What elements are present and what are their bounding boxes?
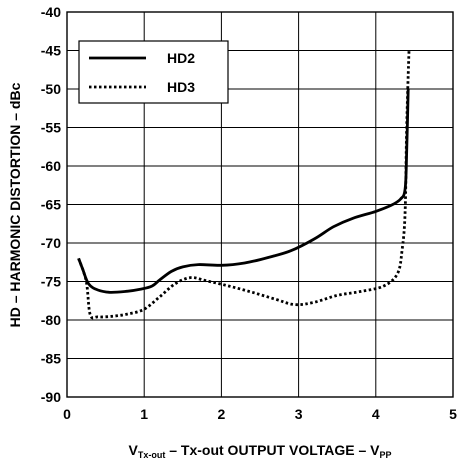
tick-labels: 0 1 2 3 4 5 -40 -45 -50 -55 -60 -65 -70 -75 -80 -85 -90 bbox=[41, 4, 457, 422]
y-tick-label: -60 bbox=[41, 158, 61, 174]
y-tick-label: -75 bbox=[41, 274, 61, 290]
x-axis-title-prefix: V bbox=[128, 442, 138, 458]
legend-label-hd3: HD3 bbox=[167, 79, 195, 95]
plot-frame bbox=[66, 11, 454, 398]
y-tick-label: -40 bbox=[41, 4, 61, 20]
x-tick-label: 5 bbox=[449, 406, 457, 422]
series-line-hd3 bbox=[77, 50, 411, 320]
legend-box bbox=[78, 40, 229, 104]
x-tick-label: 3 bbox=[295, 406, 303, 422]
x-tick-label: 1 bbox=[140, 406, 148, 422]
legend-label-hd2: HD2 bbox=[167, 50, 195, 66]
x-axis-title-middle: – Tx-out OUTPUT VOLTAGE – V bbox=[165, 442, 380, 458]
y-tick-label: -80 bbox=[41, 312, 61, 328]
y-tick-label: -85 bbox=[41, 351, 61, 367]
x-tick-label: 2 bbox=[218, 406, 226, 422]
y-axis-title: HD – HARMONIC DISTORTION – dBc bbox=[7, 82, 23, 327]
y-tick-label: -65 bbox=[41, 197, 61, 213]
y-tick-label: -70 bbox=[41, 235, 61, 251]
y-tick-label: -55 bbox=[41, 120, 61, 136]
legend: HD2 HD3 bbox=[78, 40, 229, 104]
x-axis-title: VTx-out – Tx-out OUTPUT VOLTAGE – VPP bbox=[128, 442, 391, 460]
y-tick-label: -90 bbox=[41, 389, 61, 405]
series-layer bbox=[77, 50, 411, 320]
y-tick-label: -45 bbox=[41, 43, 61, 59]
series-line-hd2 bbox=[77, 88, 410, 294]
y-tick-label: -50 bbox=[41, 81, 61, 97]
x-axis-title-suffix-sub: PP bbox=[379, 450, 391, 460]
x-tick-label: 0 bbox=[63, 406, 71, 422]
x-axis-title-prefix-sub: Tx-out bbox=[138, 450, 166, 460]
x-tick-label: 4 bbox=[372, 406, 380, 422]
